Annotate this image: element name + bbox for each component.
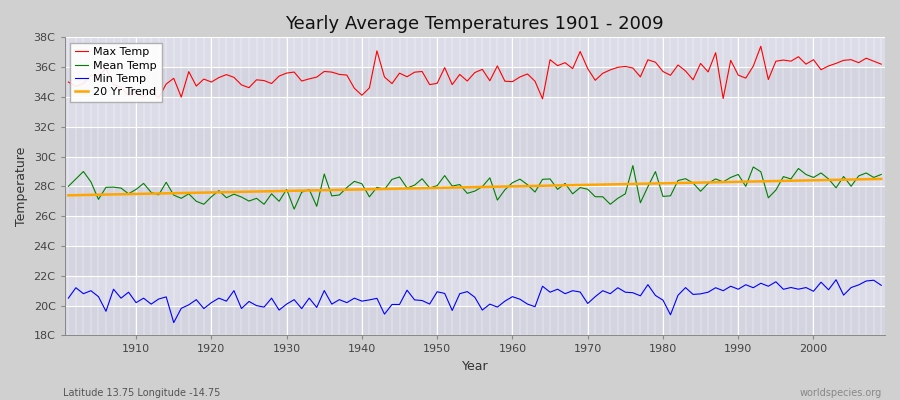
- Mean Temp: [515, 177, 526, 182]
- Max Temp: [537, 96, 548, 101]
- Min Temp: [341, 300, 352, 305]
- Y-axis label: Temperature: Temperature: [15, 147, 28, 226]
- Bar: [65, 186, 885, 216]
- Max Temp: [507, 79, 517, 84]
- Bar: [65, 37, 885, 67]
- Min Temp: [605, 291, 616, 296]
- X-axis label: Year: Year: [462, 360, 488, 373]
- Max Temp: [755, 44, 766, 49]
- Mean Temp: [876, 172, 886, 177]
- 20 Yr Trend: [598, 182, 608, 187]
- 20 Yr Trend: [289, 188, 300, 193]
- 20 Yr Trend: [876, 176, 886, 181]
- Min Temp: [168, 320, 179, 325]
- Text: worldspecies.org: worldspecies.org: [800, 388, 882, 398]
- Min Temp: [123, 290, 134, 294]
- Max Temp: [123, 93, 134, 98]
- Max Temp: [63, 80, 74, 84]
- Max Temp: [605, 68, 616, 72]
- Min Temp: [831, 277, 842, 282]
- Bar: [65, 246, 885, 276]
- 20 Yr Trend: [507, 184, 517, 189]
- Bar: [65, 97, 885, 127]
- Title: Yearly Average Temperatures 1901 - 2009: Yearly Average Temperatures 1901 - 2009: [285, 15, 664, 33]
- Mean Temp: [289, 207, 300, 212]
- Min Temp: [63, 296, 74, 300]
- Bar: [65, 216, 885, 246]
- Line: 20 Yr Trend: 20 Yr Trend: [68, 179, 881, 195]
- Min Temp: [507, 294, 517, 299]
- Line: Max Temp: Max Temp: [68, 46, 881, 99]
- Min Temp: [515, 297, 526, 302]
- Bar: [65, 306, 885, 336]
- Mean Temp: [296, 190, 307, 195]
- Text: Latitude 13.75 Longitude -14.75: Latitude 13.75 Longitude -14.75: [63, 388, 220, 398]
- 20 Yr Trend: [123, 192, 134, 196]
- Legend: Max Temp, Mean Temp, Min Temp, 20 Yr Trend: Max Temp, Mean Temp, Min Temp, 20 Yr Tre…: [70, 43, 161, 102]
- Mean Temp: [627, 163, 638, 168]
- 20 Yr Trend: [63, 193, 74, 198]
- 20 Yr Trend: [334, 188, 345, 192]
- Mean Temp: [507, 180, 517, 185]
- Line: Mean Temp: Mean Temp: [68, 166, 881, 209]
- Mean Temp: [63, 184, 74, 189]
- Max Temp: [876, 62, 886, 66]
- Bar: [65, 276, 885, 306]
- Mean Temp: [123, 192, 134, 196]
- Bar: [65, 67, 885, 97]
- Mean Temp: [605, 202, 616, 207]
- Min Temp: [296, 306, 307, 311]
- Mean Temp: [341, 185, 352, 190]
- Bar: [65, 156, 885, 186]
- Max Temp: [500, 79, 510, 84]
- Bar: [65, 127, 885, 156]
- Max Temp: [289, 70, 300, 74]
- Max Temp: [334, 72, 345, 77]
- 20 Yr Trend: [500, 184, 510, 189]
- Line: Min Temp: Min Temp: [68, 280, 881, 322]
- Min Temp: [876, 283, 886, 288]
